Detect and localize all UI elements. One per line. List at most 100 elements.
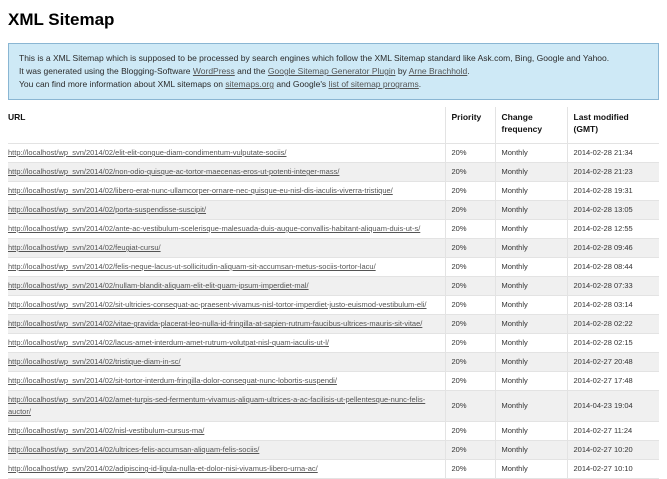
change-frequency-cell: Monthly [494,352,567,372]
sitemap-table: URL Priority Change frequency Last modif… [8,107,659,479]
change-frequency-cell: Monthly [494,371,567,391]
sitemap-url-link[interactable]: http://localhost/wp_svn/2014/02/sit-ultr… [8,300,427,309]
priority-cell: 20% [444,238,495,258]
table-row: http://localhost/wp_svn/2014/02/felis-ne… [8,257,659,277]
wordpress-link[interactable]: WordPress [192,66,235,76]
url-cell: http://localhost/wp_svn/2014/02/lacus-am… [8,333,445,353]
last-modified-cell: 2014-02-28 12:55 [566,219,659,239]
priority-cell: 20% [444,295,495,315]
change-frequency-cell: Monthly [494,238,567,258]
sitemap-programs-link[interactable]: list of sitemap programs [328,79,419,89]
column-header-change-frequency: Change frequency [494,107,567,144]
url-cell: http://localhost/wp_svn/2014/02/nullam-b… [8,276,445,296]
table-row: http://localhost/wp_svn/2014/02/amet-tur… [8,390,659,422]
last-modified-cell: 2014-02-28 13:05 [566,200,659,220]
change-frequency-cell: Monthly [494,390,567,422]
last-modified-cell: 2014-02-28 21:23 [566,162,659,182]
change-frequency-cell: Monthly [494,333,567,353]
last-modified-cell: 2014-02-28 19:31 [566,181,659,201]
sitemap-table-body: http://localhost/wp_svn/2014/02/elit-eli… [8,143,659,479]
change-frequency-cell: Monthly [494,314,567,334]
sitemap-table-header: URL Priority Change frequency Last modif… [8,107,659,144]
sitemap-url-link[interactable]: http://localhost/wp_svn/2014/02/nullam-b… [8,281,309,290]
intro-line-3: You can find more information about XML … [19,78,648,91]
last-modified-cell: 2014-02-28 08:44 [566,257,659,277]
table-row: http://localhost/wp_svn/2014/02/sit-ultr… [8,295,659,315]
intro-text: . [418,79,422,89]
last-modified-cell: 2014-02-28 02:22 [566,314,659,334]
priority-cell: 20% [444,181,495,201]
sitemap-url-link[interactable]: http://localhost/wp_svn/2014/02/feugiat-… [8,243,161,252]
sitemap-url-link[interactable]: http://localhost/wp_svn/2014/02/non-odio… [8,167,340,176]
url-cell: http://localhost/wp_svn/2014/02/libero-e… [8,181,445,201]
url-cell: http://localhost/wp_svn/2014/02/vitae-gr… [8,314,445,334]
table-row: http://localhost/wp_svn/2014/02/sit-tort… [8,371,659,391]
column-header-priority: Priority [444,107,495,144]
change-frequency-cell: Monthly [494,143,567,163]
header-row: URL Priority Change frequency Last modif… [8,107,659,144]
sitemap-url-link[interactable]: http://localhost/wp_svn/2014/02/nisl-ves… [8,426,205,435]
last-modified-cell: 2014-02-27 11:24 [566,421,659,441]
sitemap-url-link[interactable]: http://localhost/wp_svn/2014/02/ante-ac-… [8,224,421,233]
last-modified-cell: 2014-02-28 02:15 [566,333,659,353]
url-cell: http://localhost/wp_svn/2014/02/adipisci… [8,459,445,479]
table-row: http://localhost/wp_svn/2014/02/ultrices… [8,440,659,460]
priority-cell: 20% [444,333,495,353]
page-title: XML Sitemap [8,10,115,29]
priority-cell: 20% [444,459,495,479]
sitemap-url-link[interactable]: http://localhost/wp_svn/2014/02/lacus-am… [8,338,329,347]
priority-cell: 20% [444,257,495,277]
url-cell: http://localhost/wp_svn/2014/02/elit-eli… [8,143,445,163]
url-cell: http://localhost/wp_svn/2014/02/ante-ac-… [8,219,445,239]
change-frequency-cell: Monthly [494,181,567,201]
sitemap-url-link[interactable]: http://localhost/wp_svn/2014/02/ultrices… [8,445,260,454]
sitemap-url-link[interactable]: http://localhost/wp_svn/2014/02/porta-su… [8,205,207,214]
sitemap-url-link[interactable]: http://localhost/wp_svn/2014/02/tristiqu… [8,357,181,366]
sitemap-url-link[interactable]: http://localhost/wp_svn/2014/02/vitae-gr… [8,319,423,328]
sitemap-url-link[interactable]: http://localhost/wp_svn/2014/02/elit-eli… [8,148,287,157]
table-row: http://localhost/wp_svn/2014/02/lacus-am… [8,333,659,353]
intro-text: You can find more information about XML … [19,79,226,89]
info-box: This is a XML Sitemap which is supposed … [8,43,659,100]
url-cell: http://localhost/wp_svn/2014/02/feugiat-… [8,238,445,258]
sitemaps-org-link[interactable]: sitemaps.org [225,79,274,89]
url-cell: http://localhost/wp_svn/2014/02/felis-ne… [8,257,445,277]
table-row: http://localhost/wp_svn/2014/02/elit-eli… [8,143,659,163]
change-frequency-cell: Monthly [494,276,567,296]
url-cell: http://localhost/wp_svn/2014/02/non-odio… [8,162,445,182]
url-cell: http://localhost/wp_svn/2014/02/porta-su… [8,200,445,220]
table-row: http://localhost/wp_svn/2014/02/feugiat-… [8,238,659,258]
change-frequency-cell: Monthly [494,162,567,182]
url-cell: http://localhost/wp_svn/2014/02/ultrices… [8,440,445,460]
last-modified-cell: 2014-02-27 10:10 [566,459,659,479]
change-frequency-cell: Monthly [494,200,567,220]
sitemap-url-link[interactable]: http://localhost/wp_svn/2014/02/libero-e… [8,186,393,195]
intro-line-2: It was generated using the Blogging-Soft… [19,65,648,78]
last-modified-cell: 2014-02-28 09:46 [566,238,659,258]
intro-text: This is a XML Sitemap which is supposed … [19,53,610,63]
url-cell: http://localhost/wp_svn/2014/02/nisl-ves… [8,421,445,441]
last-modified-cell: 2014-02-28 07:33 [566,276,659,296]
priority-cell: 20% [444,390,495,422]
url-cell: http://localhost/wp_svn/2014/02/sit-tort… [8,371,445,391]
sitemap-url-link[interactable]: http://localhost/wp_svn/2014/02/amet-tur… [8,395,426,416]
sitemap-url-link[interactable]: http://localhost/wp_svn/2014/02/felis-ne… [8,262,376,271]
column-header-url: URL [8,107,445,144]
last-modified-cell: 2014-02-27 20:48 [566,352,659,372]
priority-cell: 20% [444,162,495,182]
priority-cell: 20% [444,143,495,163]
table-row: http://localhost/wp_svn/2014/02/ante-ac-… [8,219,659,239]
sitemap-url-link[interactable]: http://localhost/wp_svn/2014/02/sit-tort… [8,376,337,385]
table-row: http://localhost/wp_svn/2014/02/non-odio… [8,162,659,182]
intro-text: by [395,66,409,76]
sitemap-generator-plugin-link[interactable]: Google Sitemap Generator Plugin [267,66,396,76]
table-row: http://localhost/wp_svn/2014/02/nisl-ves… [8,421,659,441]
url-cell: http://localhost/wp_svn/2014/02/amet-tur… [8,390,445,422]
change-frequency-cell: Monthly [494,219,567,239]
change-frequency-cell: Monthly [494,295,567,315]
priority-cell: 20% [444,440,495,460]
arne-brachhold-link[interactable]: Arne Brachhold [408,66,468,76]
last-modified-cell: 2014-02-28 03:14 [566,295,659,315]
change-frequency-cell: Monthly [494,459,567,479]
sitemap-url-link[interactable]: http://localhost/wp_svn/2014/02/adipisci… [8,464,318,473]
